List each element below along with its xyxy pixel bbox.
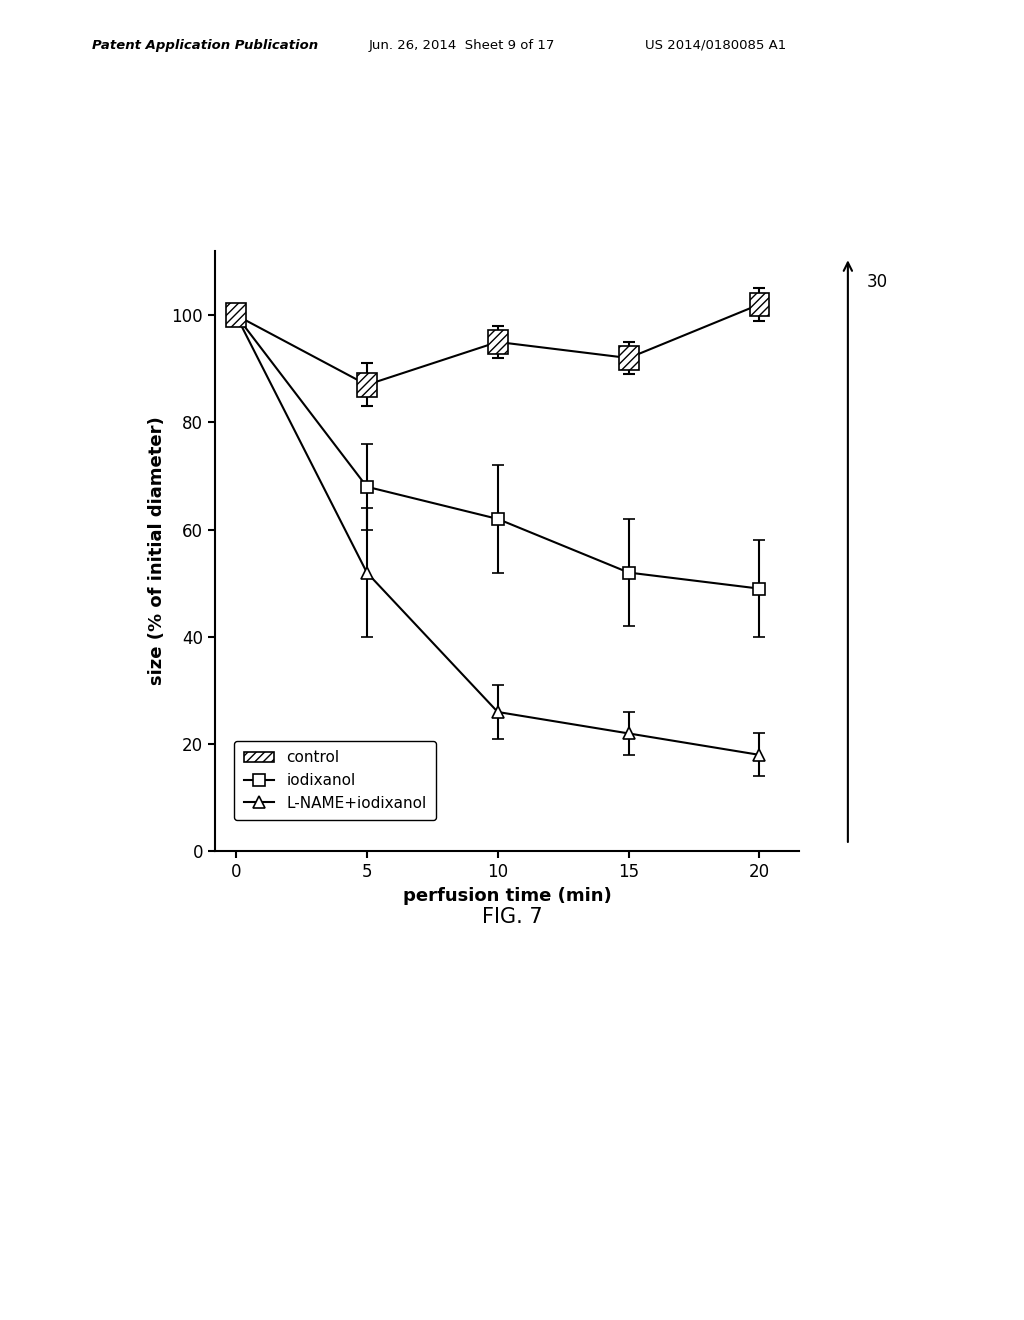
Bar xyxy=(226,304,246,327)
Text: Jun. 26, 2014  Sheet 9 of 17: Jun. 26, 2014 Sheet 9 of 17 xyxy=(369,38,555,51)
Legend: control, iodixanol, L-NAME+iodixanol: control, iodixanol, L-NAME+iodixanol xyxy=(234,741,436,820)
Text: FIG. 7: FIG. 7 xyxy=(481,907,543,928)
Text: US 2014/0180085 A1: US 2014/0180085 A1 xyxy=(645,38,786,51)
Bar xyxy=(487,330,508,354)
Bar xyxy=(357,374,377,396)
Text: 30: 30 xyxy=(866,273,888,292)
Y-axis label: size (% of initial diameter): size (% of initial diameter) xyxy=(148,417,166,685)
X-axis label: perfusion time (min): perfusion time (min) xyxy=(402,887,611,904)
Bar xyxy=(618,346,639,370)
Bar xyxy=(750,293,769,317)
Text: Patent Application Publication: Patent Application Publication xyxy=(92,38,318,51)
